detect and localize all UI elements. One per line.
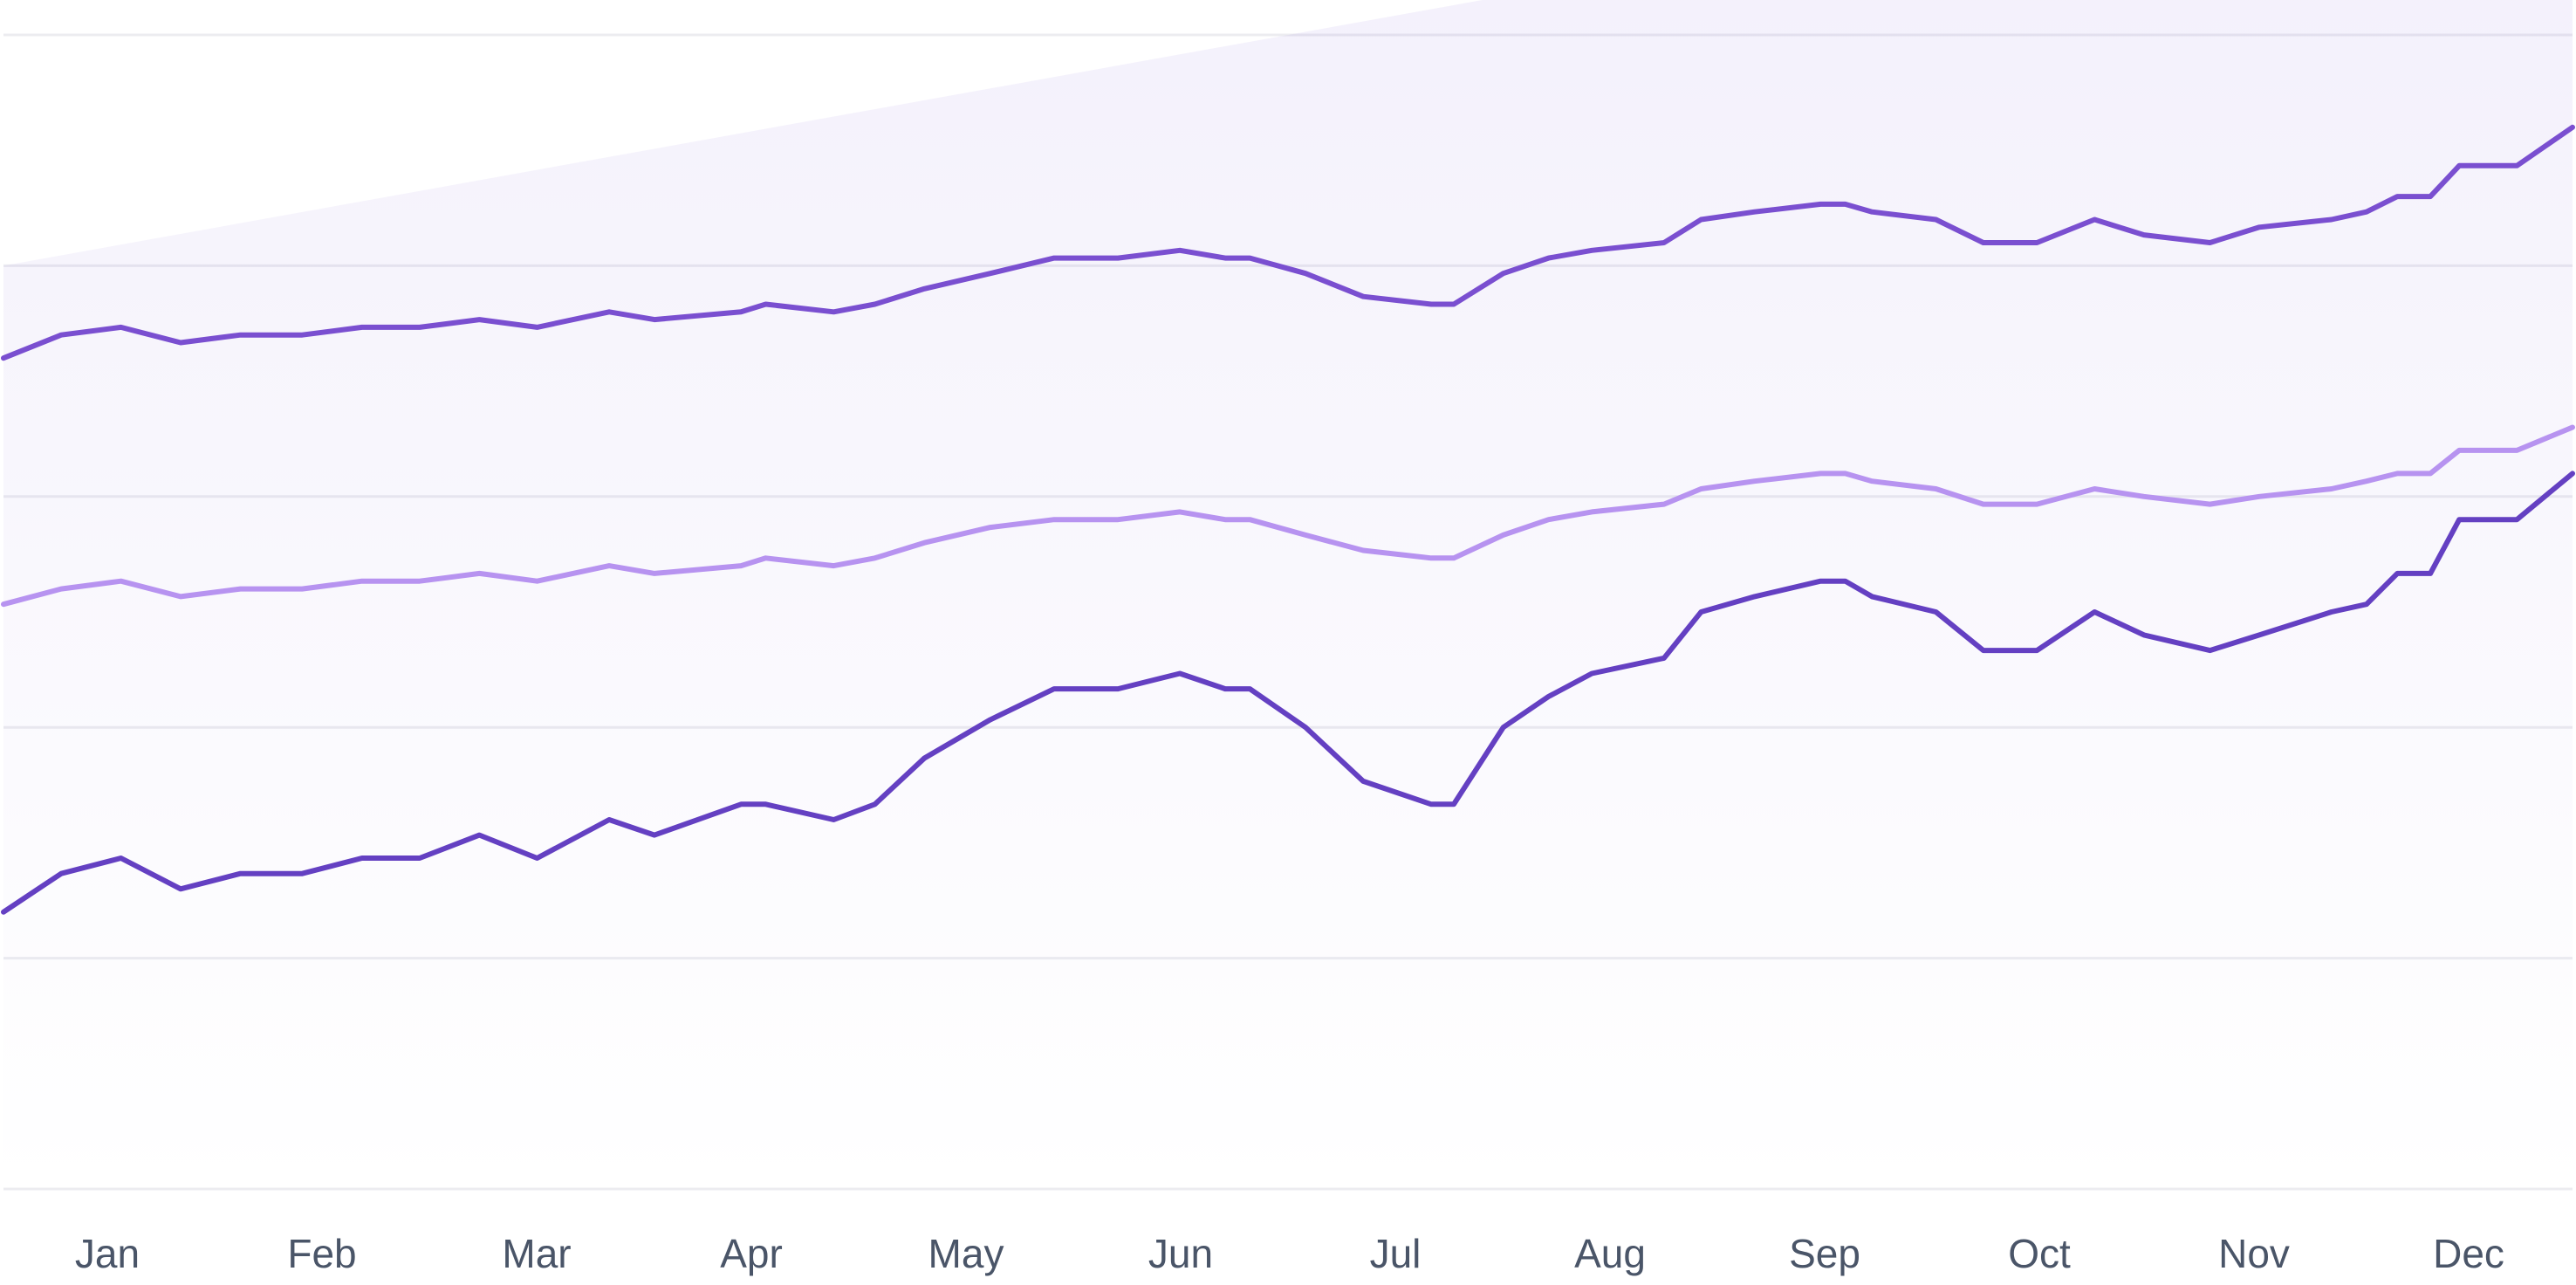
x-tick-label: Jul [1370, 1231, 1422, 1276]
x-tick-label: Dec [2433, 1231, 2504, 1276]
x-tick-label: Jun [1148, 1231, 1213, 1276]
series-line-2 [1, 424, 2575, 608]
x-tick-label: Aug [1574, 1231, 1646, 1276]
x-tick-label: May [928, 1231, 1004, 1276]
trend-band [3, 0, 2573, 1189]
x-tick-label: Sep [1789, 1231, 1860, 1276]
series-line-3 [1, 471, 2575, 915]
x-tick-label: Nov [2218, 1231, 2290, 1276]
x-tick-label: Apr [720, 1231, 783, 1276]
x-tick-label: Mar [502, 1231, 571, 1276]
series-lines [1, 124, 2575, 915]
x-axis-ticks: Jan Feb Mar Apr May Jun Jul Aug Sep Oct Nov Dec [75, 1231, 2504, 1276]
x-tick-label: Oct [2008, 1231, 2071, 1276]
trend-band-area [3, 0, 2573, 1189]
x-tick-label: Jan [75, 1231, 140, 1276]
series-line-1 [1, 124, 2575, 361]
x-tick-label: Feb [287, 1231, 356, 1276]
